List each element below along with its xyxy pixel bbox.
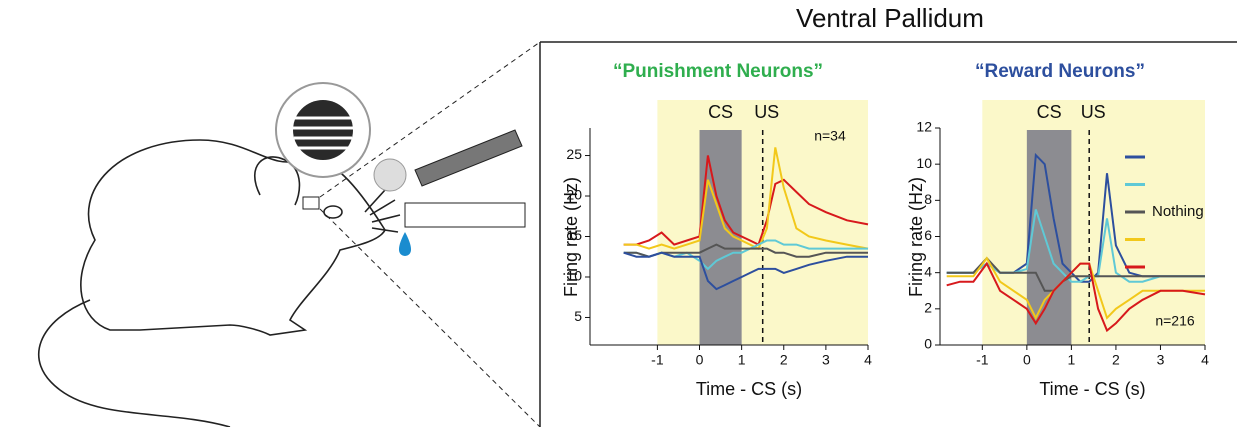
y-axis-label: Firing rate (Hz) xyxy=(906,177,926,297)
y-tick-label: 0 xyxy=(924,336,932,352)
annotation: US xyxy=(1081,102,1106,122)
zoom-line xyxy=(320,209,540,427)
shade-region xyxy=(982,100,1205,345)
x-tick-label: -1 xyxy=(976,352,989,368)
y-tick-label: 12 xyxy=(916,119,932,135)
air-puff-tube xyxy=(374,130,522,191)
y-tick-label: 25 xyxy=(566,146,582,162)
annotation: n=216 xyxy=(1155,313,1195,329)
x-tick-label: 4 xyxy=(864,352,872,368)
x-tick-label: -1 xyxy=(651,352,664,368)
annotation: CS xyxy=(708,102,733,122)
speaker-icon xyxy=(276,83,370,177)
y-axis-label: Firing rate (Hz) xyxy=(561,177,581,297)
chart-title: “Reward Neurons” xyxy=(975,61,1145,82)
x-tick-label: 3 xyxy=(822,352,830,368)
x-tick-label: 1 xyxy=(738,352,746,368)
x-tick-label: 2 xyxy=(1112,352,1120,368)
chart-title: “Punishment Neurons” xyxy=(613,61,823,82)
annotation: CS xyxy=(1037,102,1062,122)
x-axis-label: Time - CS (s) xyxy=(1039,379,1145,399)
water-tube xyxy=(399,203,525,256)
x-tick-label: 3 xyxy=(1157,352,1165,368)
mouse-illustration xyxy=(39,140,400,427)
y-tick-label: 10 xyxy=(916,155,932,171)
x-axis-label: Time - CS (s) xyxy=(696,379,802,399)
x-tick-label: 1 xyxy=(1067,352,1075,368)
figure: Ventral Pallidum “Punishment Neurons” CS U… xyxy=(0,0,1237,427)
figure-title: Ventral Pallidum xyxy=(796,3,984,33)
annotation: n=34 xyxy=(814,128,846,144)
annotation: US xyxy=(754,102,779,122)
x-tick-label: 2 xyxy=(780,352,788,368)
x-tick-label: 0 xyxy=(696,352,704,368)
x-tick-label: 4 xyxy=(1201,352,1209,368)
y-tick-label: 5 xyxy=(574,308,582,324)
x-tick-label: 0 xyxy=(1023,352,1031,368)
y-tick-label: 2 xyxy=(924,300,932,316)
recording-site xyxy=(303,197,319,209)
legend-label: Nothing xyxy=(1152,203,1204,220)
